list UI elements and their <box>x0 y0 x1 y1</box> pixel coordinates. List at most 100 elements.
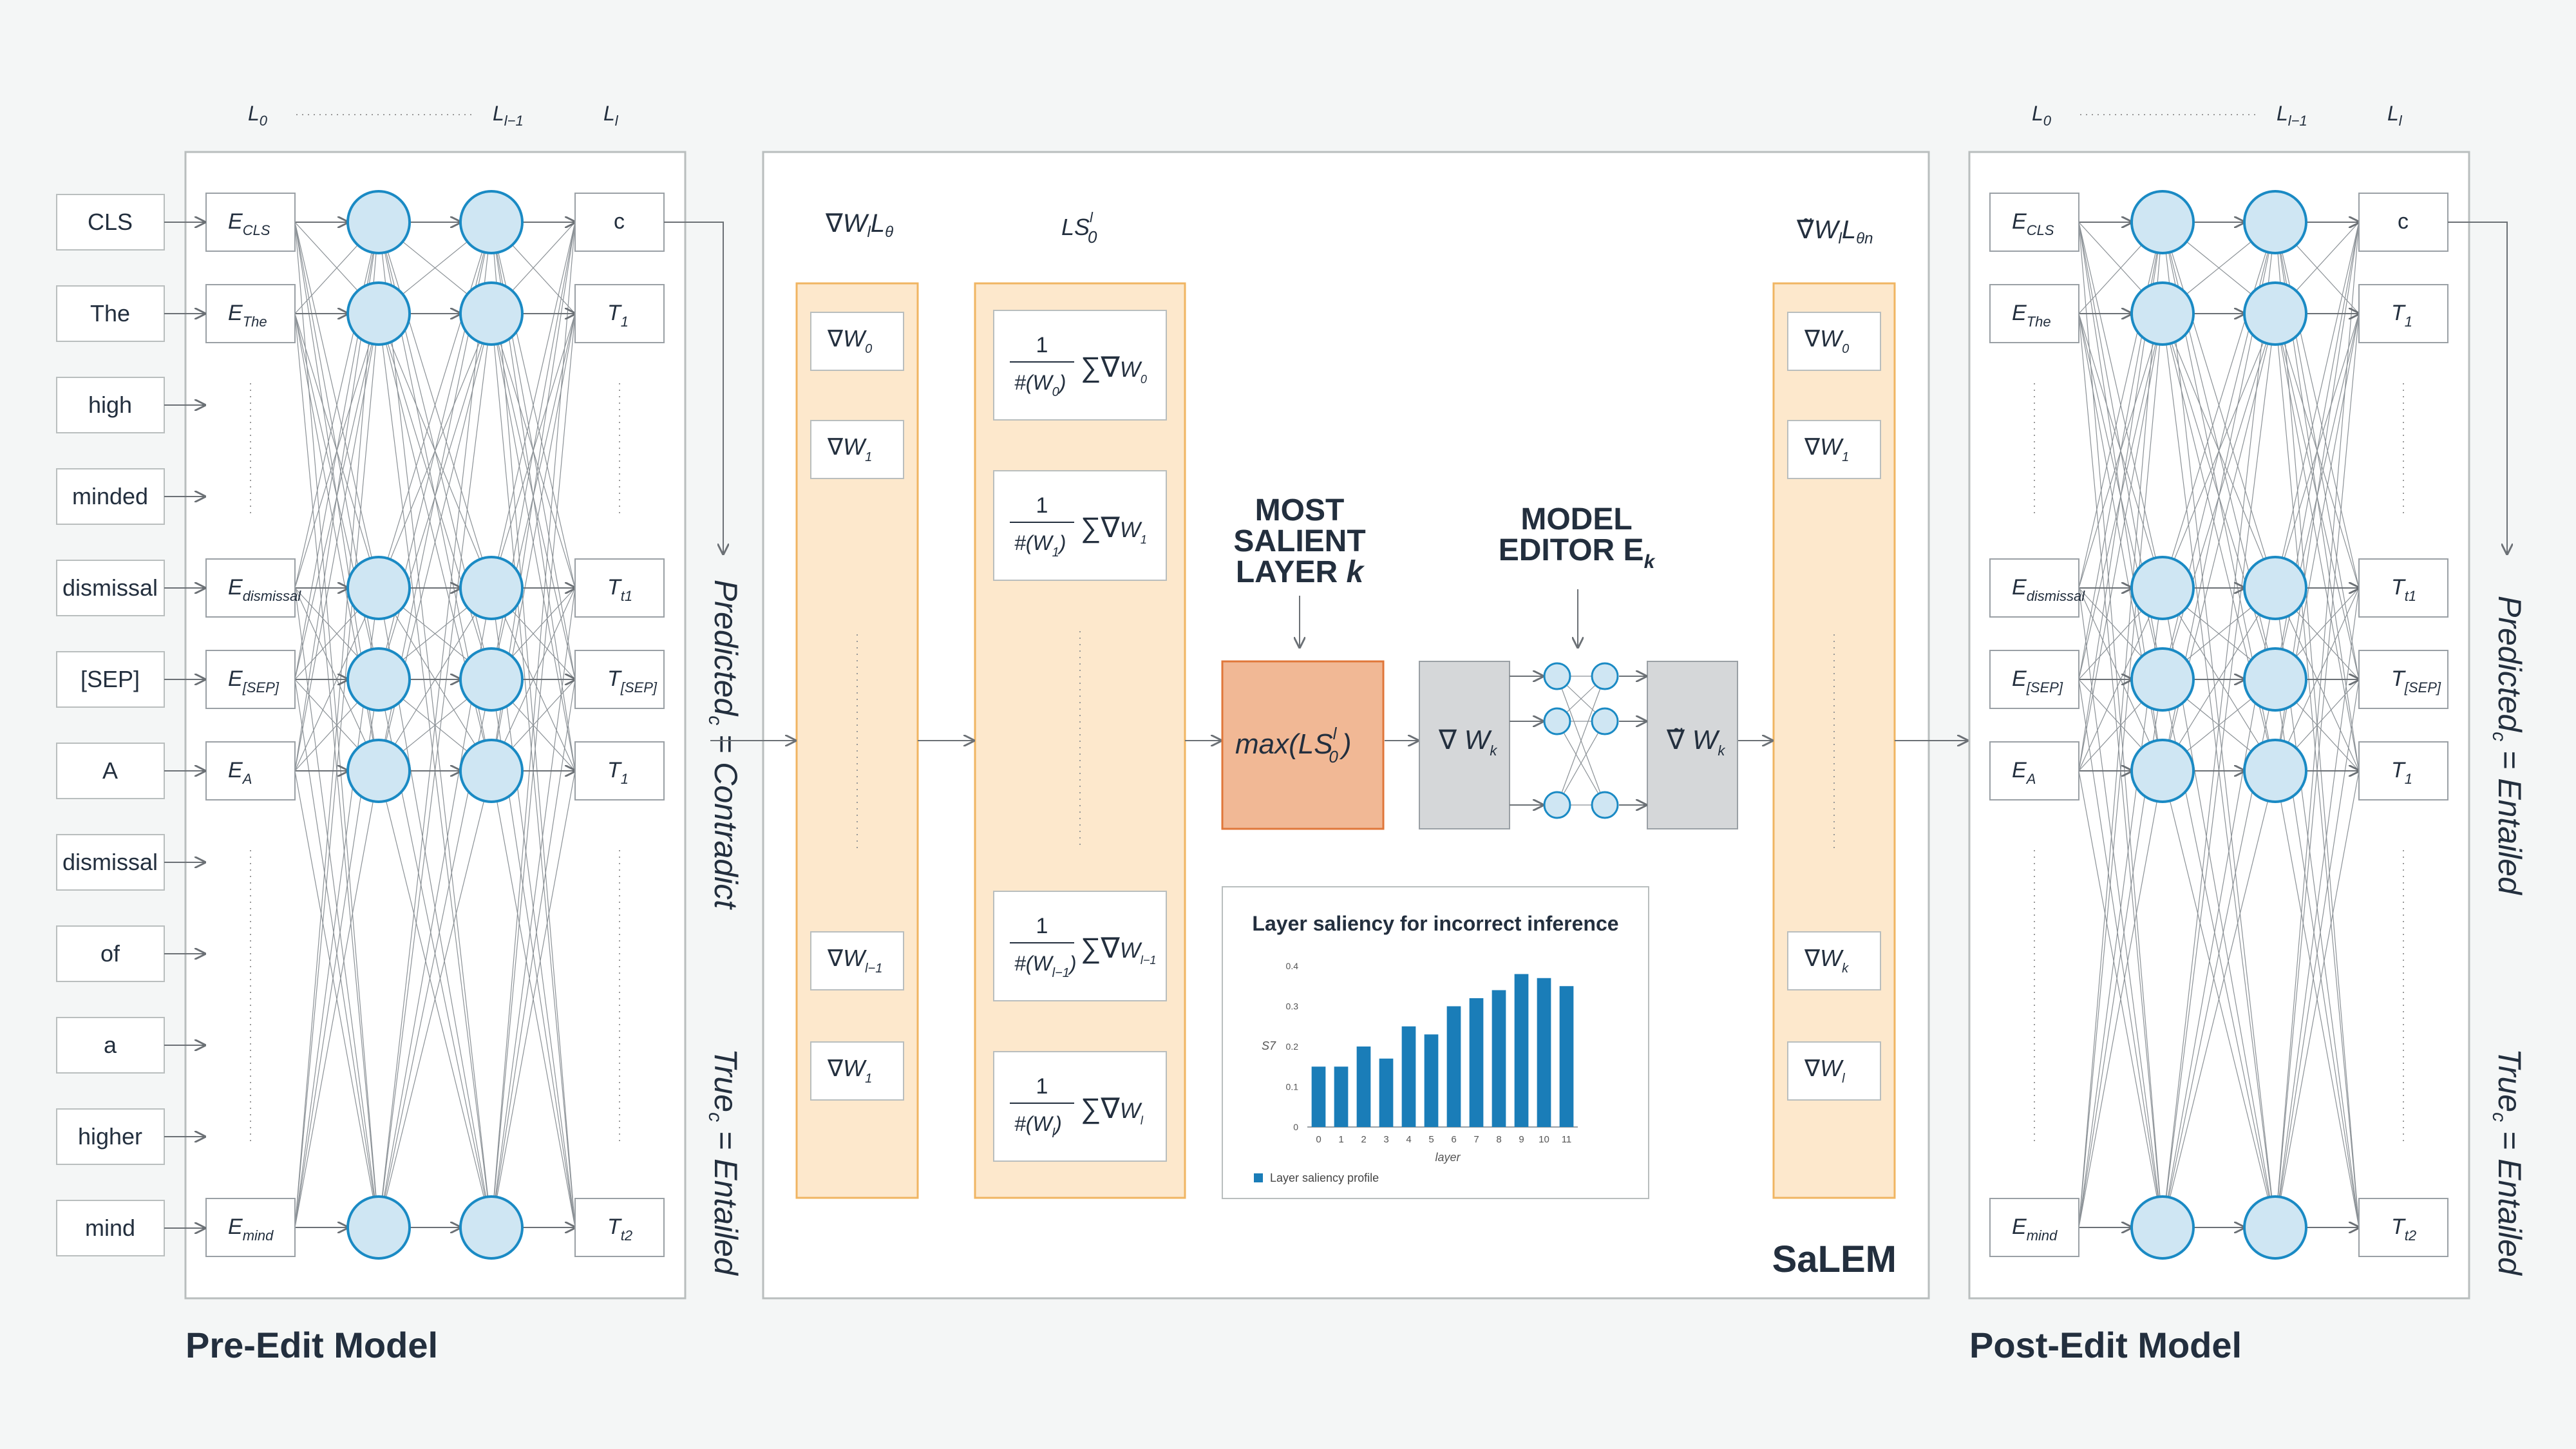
prediction-arrow <box>664 222 723 554</box>
output-label: Tt2 <box>2391 1215 2416 1244</box>
subscript: l <box>867 223 871 241</box>
edge <box>491 587 576 1228</box>
l: L <box>871 209 885 238</box>
paren: ) <box>1057 531 1066 554</box>
subscript: The <box>2027 314 2051 330</box>
pre-edit-network <box>205 190 723 1260</box>
subscript: 1 <box>2405 314 2412 330</box>
token-label: CLS <box>88 209 133 235</box>
sub: 0 <box>1088 227 1097 247</box>
sup: l <box>1090 209 1094 225</box>
subscript: mind <box>2027 1227 2058 1244</box>
rotated-prefix: Predicted <box>708 580 744 717</box>
sub: 0 <box>1329 747 1338 766</box>
editor-edge <box>1557 721 1605 806</box>
neuron-node <box>2130 1195 2195 1260</box>
neuron-node <box>459 1195 524 1260</box>
token-box <box>56 194 165 251</box>
subscript: 1 <box>865 1072 872 1086</box>
rotated-value: = Entailed <box>2492 741 2528 896</box>
bar <box>1559 986 1574 1127</box>
subscript: 1 <box>1052 545 1059 560</box>
w: W <box>843 1055 867 1081</box>
subscript: k <box>1490 743 1497 759</box>
y-tick-label: 0.3 <box>1286 1001 1299 1012</box>
edited-wk-box <box>1647 661 1738 829</box>
bar <box>1334 1066 1349 1127</box>
token-box <box>56 377 165 433</box>
edge <box>2275 222 2360 1228</box>
subscript: [SEP] <box>242 679 279 696</box>
token-box <box>56 560 165 616</box>
subscript: 1 <box>621 771 629 787</box>
subscript: t1 <box>621 588 632 604</box>
y-tick-label: 0 <box>1293 1122 1298 1132</box>
token-box <box>56 468 165 525</box>
pre-edit-labels: ECLSETheEdismissalE[SEP]EAEmindcT1Tt1T[S… <box>228 102 744 1276</box>
w: W <box>1120 1099 1142 1123</box>
token-box <box>56 1108 165 1165</box>
sum-gradient: ∑∇W0 <box>1081 352 1147 386</box>
embedding-box <box>1989 193 2079 252</box>
subscript: 1 <box>1141 533 1147 546</box>
subscript: l−1 <box>2288 113 2307 129</box>
subscript: l−1 <box>1052 966 1070 980</box>
model-editor-label: MODEL <box>1520 502 1632 536</box>
output-box <box>2358 741 2448 800</box>
post-edit-title: Post-Edit Model <box>1969 1325 2242 1365</box>
true-label: Truec = Entailed <box>705 1048 744 1276</box>
token-box <box>56 834 165 891</box>
saliency-chart: Layer saliency for incorrect inference 0 0… <box>1222 886 1649 1199</box>
token-label: A <box>102 757 118 784</box>
rotated-value: = Contradict <box>708 725 744 910</box>
output-box <box>2358 650 2448 709</box>
layer-label-prev: Ll−1 <box>493 102 524 129</box>
gradient-wk-box-label: ∇ Wk <box>1438 724 1497 759</box>
w: W <box>1120 938 1142 963</box>
embedding-box <box>205 1198 296 1257</box>
gradient-wk-box <box>1419 661 1510 829</box>
neuron-node <box>2243 556 2307 620</box>
output-label: T1 <box>607 758 629 787</box>
edge <box>2078 222 2163 1228</box>
gradient-box <box>1787 1041 1881 1101</box>
saliency-box <box>993 891 1167 1001</box>
token-label: high <box>88 392 132 418</box>
bar <box>1446 1006 1461 1127</box>
neuron-node <box>2243 647 2307 712</box>
token-label: dismissal <box>62 574 158 601</box>
neuron-node <box>459 647 524 712</box>
neuron-node <box>2243 739 2307 803</box>
subscript: t1 <box>2405 588 2416 604</box>
embedding-box <box>1989 1198 2079 1257</box>
x-tick-label: 6 <box>1451 1134 1456 1145</box>
editor-node <box>1543 707 1571 735</box>
token-label: minded <box>72 483 148 509</box>
bar <box>1537 978 1551 1127</box>
bar <box>1492 990 1506 1127</box>
neuron-node <box>2130 647 2195 712</box>
neuron-node <box>459 281 524 346</box>
fraction-numerator: 1 <box>1036 493 1048 518</box>
neuron-node <box>2130 556 2195 620</box>
output-box <box>574 650 665 709</box>
editor-edge <box>1557 676 1605 806</box>
token-label: [SEP] <box>80 666 140 692</box>
subscript: 1 <box>2405 771 2412 787</box>
subscript: 0 <box>1141 373 1147 386</box>
edge <box>2078 770 2163 1228</box>
bar <box>1401 1026 1416 1127</box>
edge <box>294 222 379 589</box>
subscript: 0 <box>2043 113 2052 129</box>
bar <box>1356 1046 1371 1127</box>
neuron-node <box>346 647 411 712</box>
layer: LAYER <box>1236 555 1347 589</box>
neuron-node <box>459 556 524 620</box>
token-label: of <box>100 940 120 967</box>
gradient-label: ∇W0 <box>827 325 872 356</box>
subscript: t2 <box>2405 1227 2416 1244</box>
subscript: 0 <box>1842 342 1849 356</box>
y-tick-label: 0.4 <box>1286 961 1299 971</box>
edge <box>491 222 576 1228</box>
bar <box>1424 1034 1439 1127</box>
